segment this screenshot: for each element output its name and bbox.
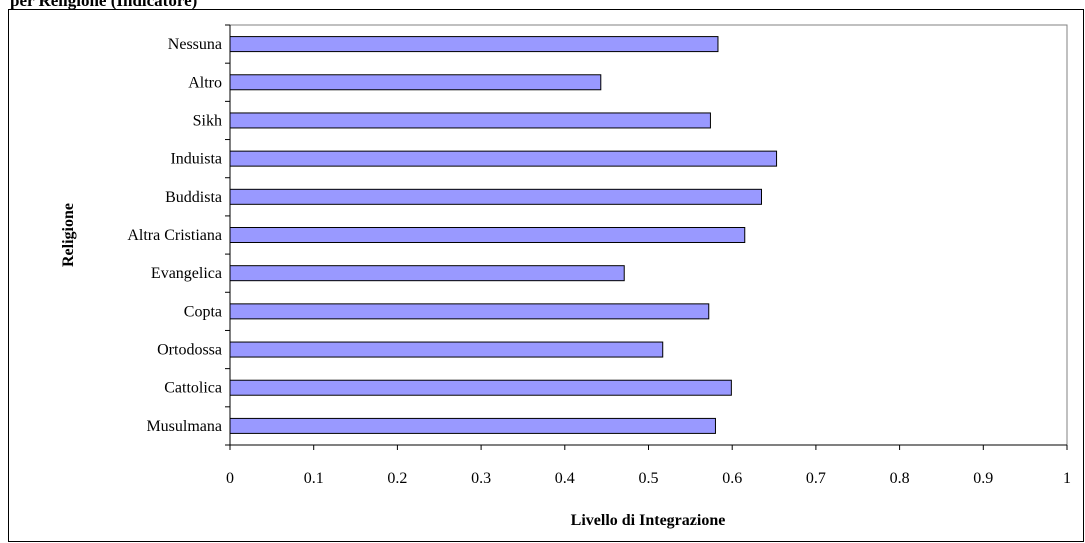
- x-tick-marks: [229, 445, 1068, 450]
- category-label: Musulmana: [146, 418, 222, 435]
- x-tick-labels: 0 0.1 0.2 0.3 0.4 0.5 0.6 0.7 0.8 0.9 1: [226, 470, 1071, 487]
- category-label: Sikh: [193, 112, 222, 129]
- bar-altro: [229, 74, 602, 91]
- x-tick-label: 0.9: [973, 470, 993, 487]
- bar-ortodossa: [229, 341, 664, 358]
- x-tick-label: 0.3: [471, 470, 491, 487]
- bar-nessuna: [229, 36, 719, 53]
- category-label: Altra Cristiana: [127, 227, 222, 244]
- chart-title: per Religione (Indicatore): [10, 0, 198, 10]
- category-label: Copta: [184, 303, 222, 320]
- category-labels: Nessuna Altro Sikh Induista Buddista Altra Cr…: [127, 36, 222, 435]
- x-tick-label: 0.7: [806, 470, 826, 487]
- chart-frame: [8, 9, 1084, 542]
- bar-altra-cristiana: [229, 227, 746, 243]
- x-tick-label: 0.8: [890, 470, 910, 487]
- x-tick-label: 0.2: [387, 470, 407, 487]
- bar-buddista: [229, 188, 762, 205]
- category-label: Nessuna: [168, 36, 222, 53]
- x-tick-label: 0.1: [304, 470, 324, 487]
- category-label: Altro: [188, 74, 222, 91]
- x-tick-label: 0: [226, 470, 234, 487]
- bar-musulmana: [229, 417, 716, 434]
- y-tick-marks: [225, 24, 230, 446]
- bar-copta: [229, 303, 710, 320]
- x-tick-label: 0.5: [639, 470, 659, 487]
- bar-induista: [229, 150, 778, 167]
- x-tick-label: 0.4: [555, 470, 575, 487]
- x-tick-label: 1: [1063, 470, 1071, 487]
- category-label: Buddista: [165, 189, 222, 206]
- category-label: Ortodossa: [157, 342, 222, 359]
- category-label: Cattolica: [164, 380, 222, 397]
- y-axis-title: Religione: [60, 203, 77, 267]
- category-label: Induista: [170, 151, 222, 168]
- bar-cattolica: [229, 379, 732, 396]
- category-label: Evangelica: [151, 265, 222, 282]
- bar-sikh: [229, 112, 711, 129]
- bar-evangelica: [229, 265, 625, 282]
- x-tick-label: 0.6: [722, 470, 742, 487]
- x-axis-title: Livello di Integrazione: [571, 512, 726, 529]
